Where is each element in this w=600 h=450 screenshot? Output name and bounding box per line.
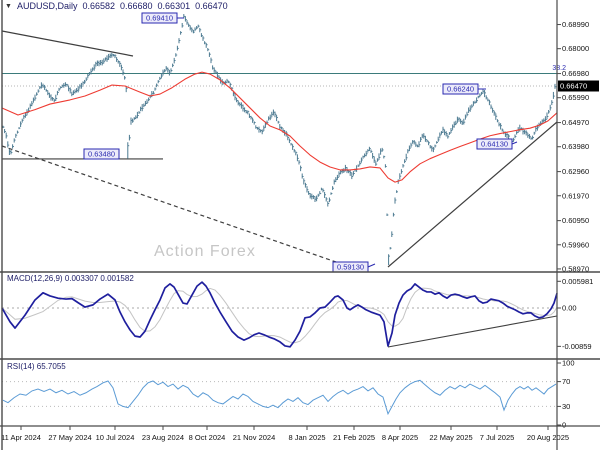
svg-text:0: 0: [562, 421, 566, 430]
svg-text:0.61970: 0.61970: [562, 191, 589, 200]
collapse-toggle-icon[interactable]: ▼: [5, 2, 12, 10]
svg-text:20 Aug 2025: 20 Aug 2025: [527, 433, 569, 442]
macd-panel: 0.005981 0.00 -0.00859: [1, 277, 593, 351]
svg-text:7 Jul 2025: 7 Jul 2025: [480, 433, 515, 442]
svg-text:8 Apr 2025: 8 Apr 2025: [382, 433, 418, 442]
svg-text:0.66470: 0.66470: [560, 82, 587, 91]
svg-text:38.2: 38.2: [552, 65, 566, 72]
svg-text:11 Apr 2024: 11 Apr 2024: [1, 433, 41, 442]
ohlc-open: 0.66582: [82, 1, 115, 11]
svg-text:0.66980: 0.66980: [562, 69, 589, 78]
svg-text:0.63980: 0.63980: [562, 142, 589, 151]
svg-text:23 Aug 2024: 23 Aug 2024: [142, 433, 184, 442]
svg-text:8 Oct 2024: 8 Oct 2024: [189, 433, 226, 442]
svg-text:0.68990: 0.68990: [562, 20, 589, 29]
svg-text:0.64130: 0.64130: [481, 140, 508, 149]
svg-text:0.60950: 0.60950: [562, 216, 589, 225]
svg-text:0.59130: 0.59130: [337, 263, 364, 272]
symbol-label: AUDUSD,Daily: [16, 1, 78, 11]
svg-text:0.62960: 0.62960: [562, 167, 589, 176]
svg-text:0.68000: 0.68000: [562, 44, 589, 53]
price-annotations: 0.69410 0.63480 0.66240 0.64130 0.59130: [83, 12, 518, 273]
svg-text:0.65990: 0.65990: [562, 93, 589, 102]
svg-text:0.58970: 0.58970: [562, 264, 589, 273]
rsi-panel: 100 70 30 0: [2, 359, 575, 430]
ohlc-close: 0.66470: [195, 1, 228, 11]
svg-text:0.59960: 0.59960: [562, 240, 589, 249]
price-bars: [2, 14, 557, 266]
moving-average-line: [1, 71, 558, 183]
macd-values: 0.003307 0.001582: [64, 274, 134, 283]
svg-text:21 Nov 2024: 21 Nov 2024: [233, 433, 276, 442]
macd-label: MACD(12,26,9): [7, 274, 63, 283]
watermark: Action Forex: [154, 243, 256, 260]
ohlc-high: 0.66680: [120, 1, 153, 11]
svg-text:22 May 2025: 22 May 2025: [429, 433, 472, 442]
svg-text:0.005981: 0.005981: [562, 277, 593, 286]
svg-text:0.66240: 0.66240: [447, 85, 474, 94]
rsi-label: RSI(14): [7, 362, 35, 371]
svg-text:-0.00859: -0.00859: [562, 342, 592, 351]
svg-text:0.00: 0.00: [562, 304, 577, 313]
svg-text:0.63480: 0.63480: [88, 150, 115, 159]
svg-text:0.69410: 0.69410: [146, 14, 173, 23]
price-axis-labels: 0.68990 0.68000 0.66980 0.65990 0.64970 0.639…: [557, 20, 599, 273]
svg-text:70: 70: [562, 377, 570, 386]
rsi-value: 65.7055: [36, 362, 66, 371]
svg-text:27 May 2024: 27 May 2024: [48, 433, 91, 442]
svg-text:8 Jan 2025: 8 Jan 2025: [288, 433, 325, 442]
svg-text:30: 30: [562, 402, 570, 411]
rsi-indicator-title: RSI(14) 65.7055: [7, 362, 66, 371]
svg-text:21 Feb 2025: 21 Feb 2025: [333, 433, 375, 442]
svg-text:100: 100: [562, 359, 575, 368]
date-axis: 11 Apr 2024 27 May 2024 10 Jul 2024 23 Aug …: [1, 426, 569, 442]
symbol-header: ▼ AUDUSD,Daily 0.66582 0.66680 0.66301 0…: [5, 1, 228, 11]
ohlc-low: 0.66301: [157, 1, 191, 11]
svg-text:0.64970: 0.64970: [562, 118, 589, 127]
macd-indicator-title: MACD(12,26,9) 0.003307 0.001582: [7, 274, 134, 283]
svg-text:10 Jul 2024: 10 Jul 2024: [96, 433, 135, 442]
